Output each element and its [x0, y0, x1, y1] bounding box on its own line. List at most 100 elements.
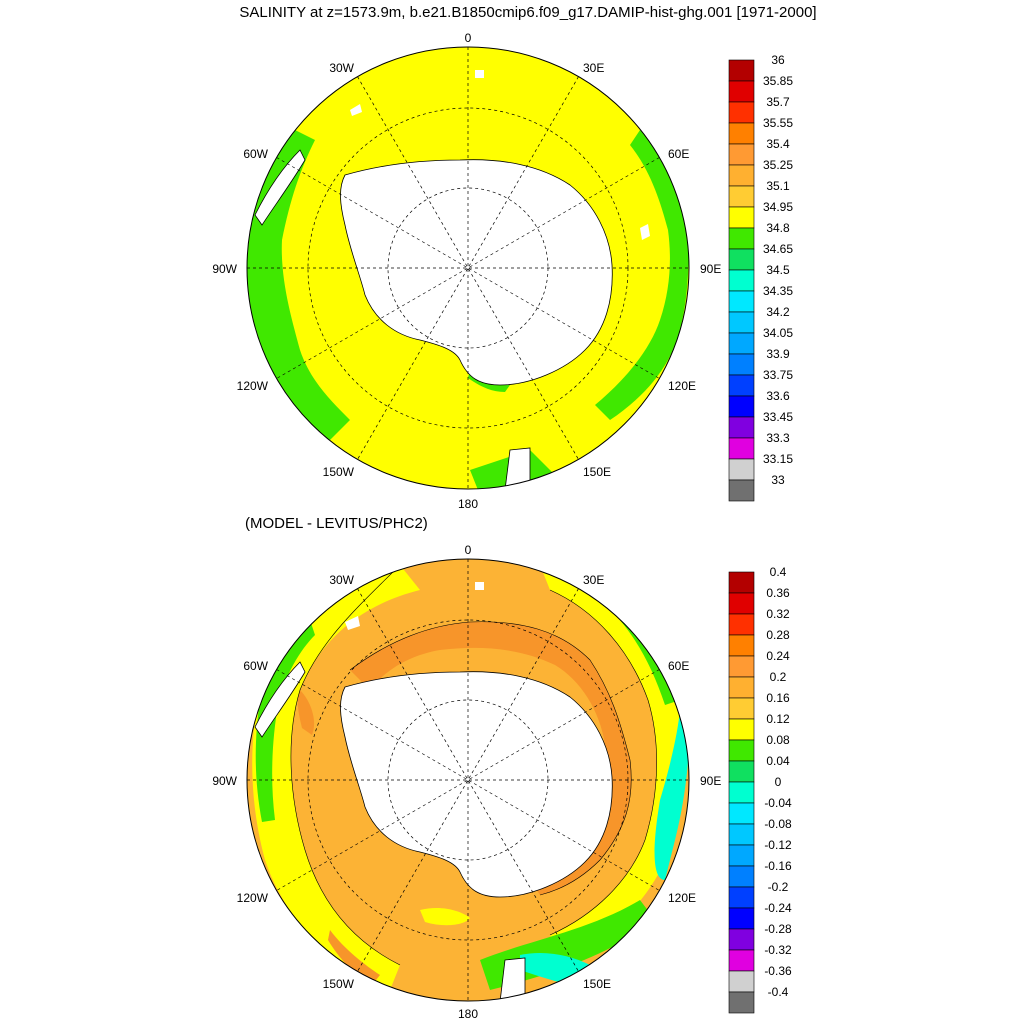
- top-colorbar-label: 35.55: [763, 116, 793, 130]
- top-colorbar-label: 34.35: [763, 284, 793, 298]
- top-colorbar-label: 34.8: [766, 221, 790, 235]
- top-island-3: [640, 224, 650, 240]
- top-colorbar-label: 33.6: [766, 389, 790, 403]
- top-colorbar-label: 36: [771, 53, 785, 67]
- top-label-30e: 30E: [583, 61, 604, 75]
- bottom-colorbar-swatch: [728, 865, 755, 888]
- bottom-colorbar-swatch: [728, 676, 755, 699]
- top-colorbar-swatch: [728, 311, 755, 334]
- bottom-colorbar-label: 0.12: [766, 712, 790, 726]
- bottom-label-150w: 150W: [323, 977, 355, 991]
- top-label-150w: 150W: [323, 465, 355, 479]
- bottom-colorbar-swatch: [728, 823, 755, 846]
- bottom-antarctica-land: [340, 671, 613, 898]
- top-label-180: 180: [458, 497, 478, 511]
- top-colorbar-swatch: [728, 269, 755, 292]
- top-colorbar-label: 33: [771, 473, 785, 487]
- top-label-60w: 60W: [243, 147, 268, 161]
- bottom-colorbar-swatch: [728, 697, 755, 720]
- top-label-120w: 120W: [237, 379, 269, 393]
- bottom-colorbar-swatch: [728, 592, 755, 615]
- top-colorbar-swatch: [728, 458, 755, 481]
- top-colorbar-swatch: [728, 290, 755, 313]
- bottom-colorbar-swatch: [728, 613, 755, 636]
- bottom-colorbar-label: 0.32: [766, 607, 790, 621]
- top-colorbar-label: 35.25: [763, 158, 793, 172]
- bottom-island-1: [345, 616, 360, 630]
- top-graticule: [247, 47, 689, 489]
- top-colorbar-swatch: [728, 206, 755, 229]
- top-label-150e: 150E: [583, 465, 611, 479]
- top-island-1: [350, 104, 362, 116]
- top-green-east: [595, 130, 689, 420]
- top-colorbar-label: 33.45: [763, 410, 793, 424]
- top-colorbar-swatch: [728, 101, 755, 124]
- bottom-colorbar-swatch: [728, 760, 755, 783]
- top-island-2: [475, 70, 484, 78]
- bottom-colorbar-swatch: [728, 655, 755, 678]
- top-colorbar-label: 33.3: [766, 431, 790, 445]
- top-south-america: [254, 149, 306, 226]
- bottom-colorbar-label: 0.2: [770, 670, 787, 684]
- bottom-orange-south-patch: [328, 930, 380, 985]
- bottom-colorbar-label: -0.04: [764, 796, 792, 810]
- bottom-polar-map: 0 180 90W 90E 30W 30E 60W 60E 120W 120E …: [212, 543, 792, 1021]
- top-colorbar-swatch: [728, 185, 755, 208]
- bottom-colorbar-label: -0.28: [764, 922, 792, 936]
- bottom-label-120w: 120W: [237, 891, 269, 905]
- top-polar-map: 0 180 90W 90E 30W 30E 60W 60E 120W 120E …: [212, 31, 793, 511]
- top-colorbar-swatch: [728, 80, 755, 103]
- bottom-colorbar-label: -0.08: [764, 817, 792, 831]
- top-colorbar-swatch: [728, 59, 755, 82]
- top-label-90w: 90W: [212, 262, 237, 276]
- top-label-30w: 30W: [329, 61, 354, 75]
- top-new-zealand: [504, 447, 531, 489]
- bottom-colorbar-swatch: [728, 949, 755, 972]
- bottom-colorbar-swatch: [728, 781, 755, 804]
- top-colorbar-label: 35.7: [766, 95, 790, 109]
- bottom-label-120e: 120E: [668, 891, 696, 905]
- top-colorbar-label: 34.2: [766, 305, 790, 319]
- bottom-colorbar-label: 0.28: [766, 628, 790, 642]
- bottom-island-2: [475, 582, 484, 590]
- top-colorbar-swatch: [728, 164, 755, 187]
- top-label-60e: 60E: [668, 147, 689, 161]
- bottom-colorbar-label: -0.4: [768, 985, 789, 999]
- bottom-colorbar-swatch: [728, 886, 755, 909]
- top-colorbar-label: 35.1: [766, 179, 790, 193]
- bottom-colorbar-label: -0.16: [764, 859, 792, 873]
- bottom-graticule: [247, 559, 689, 1001]
- bottom-colorbar-label: -0.24: [764, 901, 792, 915]
- top-colorbar-swatch: [728, 479, 755, 502]
- bottom-colorbar-swatch: [728, 844, 755, 867]
- top-colorbar: 36 35.85 35.7 35.55 35.4 35.25 35.1 34.95 34.8 34…: [728, 53, 793, 502]
- bottom-label-150e: 150E: [583, 977, 611, 991]
- bottom-colorbar-swatch: [728, 991, 755, 1014]
- top-label-0: 0: [465, 31, 472, 45]
- bottom-orange-west-patch: [297, 690, 315, 735]
- top-colorbar-swatch: [728, 122, 755, 145]
- top-colorbar-swatch: [728, 332, 755, 355]
- bottom-colorbar-label: -0.36: [764, 964, 792, 978]
- bottom-label-0: 0: [465, 543, 472, 557]
- bottom-colorbar-label: 0.36: [766, 586, 790, 600]
- bottom-map-border: [246, 558, 690, 1002]
- top-colorbar-swatch: [728, 248, 755, 271]
- top-colorbar-label: 34.95: [763, 200, 793, 214]
- bottom-colorbar-label: -0.2: [768, 880, 789, 894]
- bottom-new-zealand: [499, 957, 526, 1001]
- bottom-cyan-east: [654, 710, 689, 880]
- bottom-label-30e: 30E: [583, 573, 604, 587]
- bottom-colorbar-swatch: [728, 634, 755, 657]
- bottom-colorbar-swatch: [728, 970, 755, 993]
- bottom-colorbar-swatch: [728, 739, 755, 762]
- top-antarctica-land: [340, 159, 613, 386]
- top-colorbar-label: 33.75: [763, 368, 793, 382]
- top-colorbar-label: 34.5: [766, 263, 790, 277]
- bottom-colorbar-label: 0.24: [766, 649, 790, 663]
- top-colorbar-swatch: [728, 437, 755, 460]
- top-colorbar-swatch: [728, 143, 755, 166]
- bottom-label-180: 180: [458, 1007, 478, 1021]
- top-colorbar-swatch: [728, 353, 755, 376]
